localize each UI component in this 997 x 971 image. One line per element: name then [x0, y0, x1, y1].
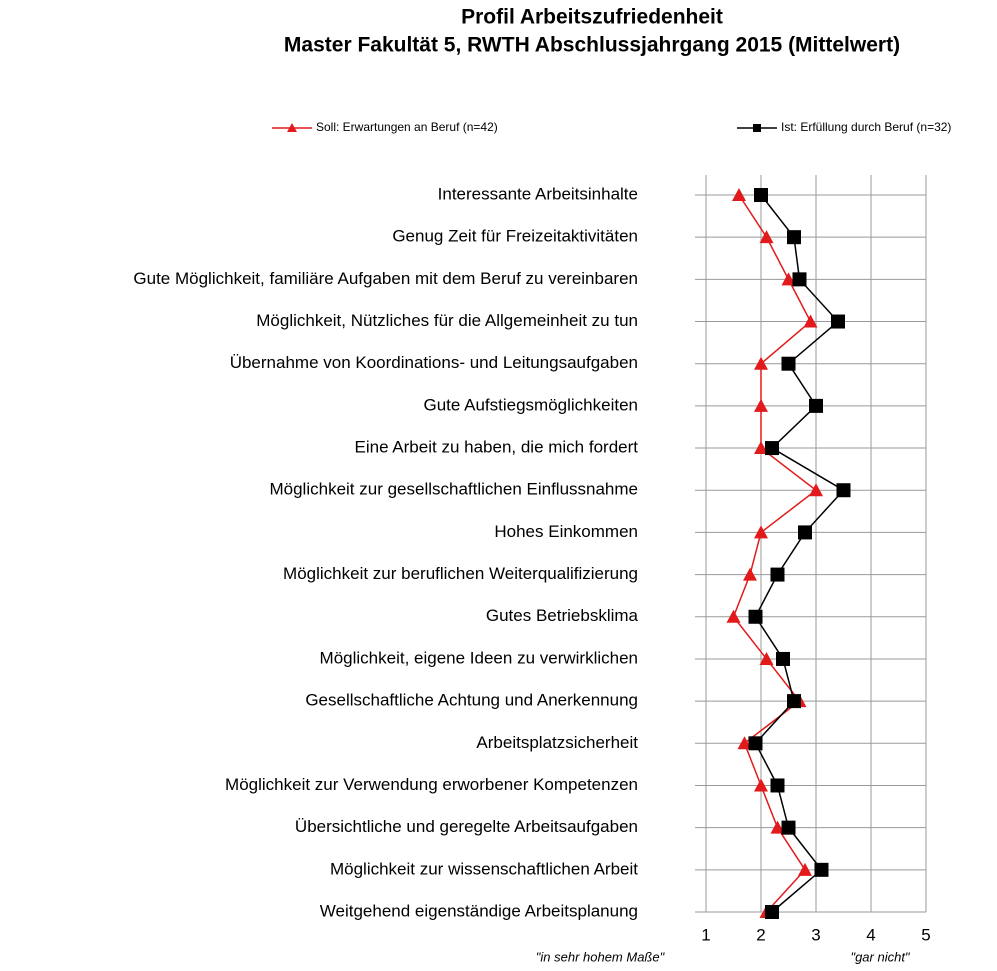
- marker: [732, 188, 746, 201]
- y-tick-label: Gesellschaftliche Achtung und Anerkennun…: [305, 691, 638, 710]
- legend-label: Soll: Erwartungen an Beruf (n=42): [316, 120, 498, 134]
- marker: [748, 609, 763, 624]
- y-tick-label: Gutes Betriebsklima: [486, 606, 639, 625]
- marker: [776, 651, 790, 666]
- y-tick-label: Möglichkeit, Nützliches für die Allgemei…: [256, 311, 638, 330]
- marker: [798, 525, 812, 540]
- marker: [792, 272, 807, 287]
- chart-title: Profil Arbeitszufriedenheit: [461, 6, 723, 29]
- marker: [743, 567, 757, 581]
- y-tick-label: Möglichkeit zur Verwendung erworbener Ko…: [225, 775, 638, 794]
- legend-marker: [753, 124, 761, 132]
- marker: [803, 314, 818, 328]
- marker: [748, 736, 763, 751]
- marker: [781, 272, 796, 286]
- y-tick-label: Möglichkeit zur gesellschaftlichen Einfl…: [269, 480, 638, 499]
- x-tick-label: 3: [811, 925, 820, 944]
- y-tick-label: Weitgehend eigenständige Arbeitsplanung: [320, 901, 638, 920]
- marker: [754, 398, 768, 412]
- marker: [809, 483, 823, 497]
- annotation: "in sehr hohem Maße": [536, 949, 666, 964]
- marker: [759, 651, 774, 665]
- marker: [781, 356, 796, 371]
- marker: [836, 483, 851, 498]
- marker: [809, 398, 823, 413]
- marker: [754, 441, 768, 455]
- y-tick-label: Möglichkeit zur beruflichen Weiterqualif…: [283, 564, 638, 583]
- marker: [814, 862, 829, 877]
- marker: [759, 230, 774, 244]
- marker: [754, 356, 768, 370]
- y-tick-label: Übersichtliche und geregelte Arbeitsaufg…: [295, 817, 638, 836]
- marker: [765, 441, 779, 456]
- marker: [770, 820, 785, 834]
- marker: [798, 862, 812, 876]
- x-tick-label: 4: [866, 925, 875, 944]
- line: [732, 194, 818, 913]
- legend-label: Ist: Erfüllung durch Beruf (n=32): [781, 120, 951, 134]
- y-tick-label: Gute Aufstiegsmöglichkeiten: [423, 395, 638, 414]
- legend-marker: [287, 123, 297, 132]
- chart-subtitle: Master Fakultät 5, RWTH Abschlussjahrgan…: [284, 34, 900, 57]
- marker: [737, 736, 752, 750]
- marker: [781, 820, 796, 835]
- y-tick-label: Arbeitsplatzsicherheit: [476, 733, 638, 752]
- y-tick-label: Möglichkeit, eigene Ideen zu verwirklich…: [320, 648, 638, 667]
- y-tick-label: Hohes Einkommen: [494, 522, 638, 541]
- marker: [754, 525, 768, 539]
- y-tick-label: Möglichkeit zur wissenschaftlichen Arbei…: [330, 859, 638, 878]
- y-tick-label: Eine Arbeit zu haben, die mich fordert: [355, 438, 639, 457]
- x-tick-label: 5: [921, 925, 930, 944]
- marker: [765, 905, 779, 919]
- marker: [770, 567, 785, 582]
- marker: [787, 230, 801, 245]
- marker: [726, 609, 741, 623]
- marker: [831, 314, 845, 329]
- marker: [754, 188, 768, 202]
- y-tick-label: Übernahme von Koordinations- und Leitung…: [230, 353, 638, 372]
- y-tick-label: Genug Zeit für Freizeitaktivitäten: [392, 227, 638, 246]
- line: [754, 194, 845, 913]
- marker: [787, 694, 801, 709]
- x-tick-label: 1: [701, 925, 710, 944]
- x-tick-label: 2: [756, 925, 765, 944]
- annotation: "gar nicht": [850, 949, 910, 964]
- marker: [770, 778, 785, 793]
- marker: [754, 778, 768, 792]
- y-tick-label: Gute Möglichkeit, familiäre Aufgaben mit…: [133, 269, 638, 288]
- y-tick-label: Interessante Arbeitsinhalte: [438, 184, 638, 203]
